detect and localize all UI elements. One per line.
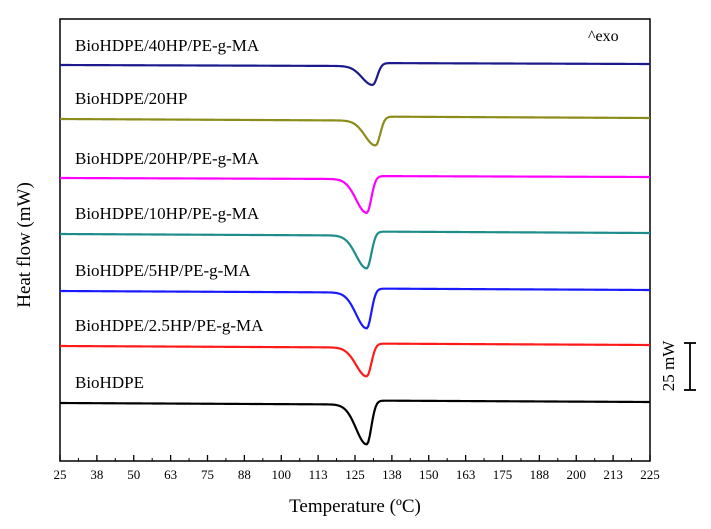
series-label: BioHDPE/20HP [75,89,187,108]
scale-bar: 25 mW [659,340,696,391]
x-axis-ticks: 25 38 50 63 75 88 100 113 125 138 150 163 175 188 200 2… [54,455,660,482]
x-axis-label: Temperature (ºC) [289,496,421,517]
x-tick-label: 100 [272,467,292,482]
x-tick-label: 38 [90,467,103,482]
x-tick-label: 125 [345,467,365,482]
series-line-5 [59,287,651,330]
y-axis-label: Heat flow (mW) [14,182,35,308]
x-tick-label: 138 [382,467,402,482]
series-labels: BioHDPE/40HP/PE-g-MA BioHDPE/20HP BioHDPE/… [75,36,264,392]
x-tick-label: 150 [419,467,439,482]
exo-annotation: ^exo [588,28,619,45]
x-tick-label: 225 [640,467,660,482]
series-line-3 [60,175,650,214]
x-tick-label: 88 [238,467,251,482]
scale-bar-label: 25 mW [659,340,678,391]
series-label: BioHDPE/2.5HP/PE-g-MA [75,316,264,335]
x-tick-label: 25 [54,467,67,482]
series-line-2 [59,115,651,147]
series-label: BioHDPE/5HP/PE-g-MA [75,261,251,280]
series-label: BioHDPE/10HP/PE-g-MA [75,204,260,223]
series-label: BioHDPE/40HP/PE-g-MA [75,36,260,55]
x-tick-label: 63 [164,467,177,482]
series-line-7 [59,399,651,446]
x-tick-label: 50 [127,467,140,482]
x-tick-label: 163 [456,467,476,482]
x-tick-label: 75 [201,467,214,482]
series-label: BioHDPE [75,373,144,392]
x-tick-label: 188 [530,467,550,482]
x-tick-label: 113 [309,467,328,482]
x-tick-label: 213 [603,467,623,482]
series-line-1 [60,62,651,87]
series-label: BioHDPE/20HP/PE-g-MA [75,149,260,168]
dsc-curves [59,62,651,446]
x-tick-label: 200 [567,467,587,482]
series-line-6 [59,342,651,378]
plot-frame [59,18,651,462]
x-tick-label: 175 [493,467,513,482]
series-line-4 [59,230,651,270]
